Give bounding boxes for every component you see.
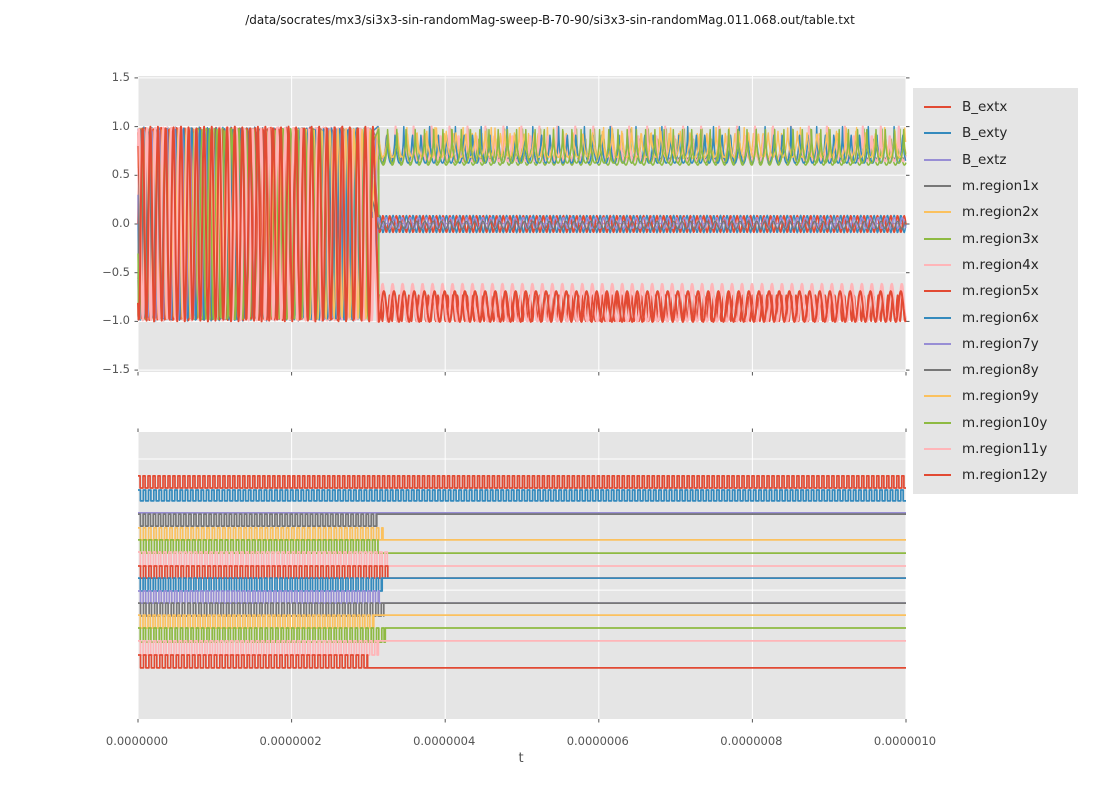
legend-item: B_extz xyxy=(913,147,1078,173)
x-axis-label: t xyxy=(518,751,524,766)
top-plot xyxy=(129,67,915,385)
ytick-label: −1.5 xyxy=(102,362,130,377)
legend-line-sample-icon xyxy=(924,421,951,424)
series-m.region10y xyxy=(137,127,907,321)
legend-line-sample-icon xyxy=(924,106,951,109)
legend-line-sample-icon xyxy=(924,395,951,398)
xtick-label: 0.0000008 xyxy=(720,734,783,748)
series-m.region12y xyxy=(137,125,907,323)
series-m.region2x xyxy=(138,527,906,541)
xtick-label: 0.0000004 xyxy=(413,734,476,748)
legend-item-label: m.region10y xyxy=(962,414,1048,431)
series-m.region1x xyxy=(138,513,906,527)
legend-item-label: m.region3x xyxy=(962,230,1039,247)
legend-item-label: B_extz xyxy=(962,151,1007,168)
ytick-label: 1.5 xyxy=(111,69,130,84)
legend-item-label: m.region4x xyxy=(962,256,1039,273)
legend-item: m.region2x xyxy=(913,199,1078,225)
bottom-plot-svg xyxy=(137,428,907,723)
series-m.region12y xyxy=(138,654,906,669)
series-m.region11y xyxy=(136,126,907,323)
xtick-label: 0.0000000 xyxy=(105,734,169,748)
legend-item: B_extx xyxy=(913,94,1078,120)
legend-item: m.region9y xyxy=(913,383,1078,409)
legend-item-label: m.region2x xyxy=(962,204,1039,221)
legend-line-sample-icon xyxy=(924,342,951,345)
series-m.region9y xyxy=(138,614,906,629)
legend-item: m.region11y xyxy=(913,436,1078,462)
series-m.region3x xyxy=(138,539,906,554)
legend-item: m.region12y xyxy=(913,462,1078,488)
xtick-label: 0.0000010 xyxy=(873,734,937,748)
legend-item: B_exty xyxy=(913,120,1078,146)
series-m.region7y xyxy=(138,590,906,604)
bottom-plot xyxy=(129,423,915,732)
legend-line-sample-icon xyxy=(924,185,951,188)
legend-item: m.region5x xyxy=(913,278,1078,304)
legend-item-label: m.region1x xyxy=(962,178,1039,195)
legend-item: m.region8y xyxy=(913,357,1078,383)
legend-item: m.region4x xyxy=(913,252,1078,278)
legend-item: m.region6x xyxy=(913,304,1078,330)
legend-item-label: m.region9y xyxy=(962,388,1039,405)
legend-item-label: m.region6x xyxy=(962,309,1039,326)
legend-line-sample-icon xyxy=(924,211,951,214)
legend-line-sample-icon xyxy=(924,237,951,240)
legend-item-label: m.region12y xyxy=(962,467,1048,484)
legend-line-sample-icon xyxy=(924,448,951,450)
xtick-label: 0.0000002 xyxy=(259,734,322,748)
legend-line-sample-icon xyxy=(924,316,951,319)
xtick-label: 0.0000006 xyxy=(566,734,629,748)
ytick-label: −1.0 xyxy=(102,313,130,328)
legend: B_extx B_exty B_extz m.region1x m.region2x m.… xyxy=(913,88,1078,495)
legend-line-sample-icon xyxy=(924,263,951,266)
legend-item-label: m.region8y xyxy=(962,362,1039,379)
legend-item-label: B_exty xyxy=(962,125,1008,142)
legend-item: m.region3x xyxy=(913,225,1078,251)
legend-line-sample-icon xyxy=(924,132,951,135)
legend-item-label: B_extx xyxy=(962,99,1008,116)
ytick-label: 0.5 xyxy=(111,167,130,182)
legend-line-sample-icon xyxy=(924,369,951,372)
legend-line-sample-icon xyxy=(924,290,951,293)
legend-item: m.region1x xyxy=(913,173,1078,199)
series-B_exty xyxy=(138,489,906,502)
tick-marks xyxy=(137,428,907,723)
legend-item-label: m.region11y xyxy=(962,441,1048,457)
legend-line-sample-icon xyxy=(924,158,951,161)
figure-title: /data/socrates/mx3/si3x3-sin-randomMag-s… xyxy=(245,13,855,27)
legend-item: m.region7y xyxy=(913,331,1078,357)
legend-item-label: m.region7y xyxy=(962,335,1039,352)
ytick-label: 1.0 xyxy=(111,118,130,133)
series-B_extx xyxy=(138,475,906,489)
top-plot-svg xyxy=(134,76,910,376)
legend-item-label: m.region5x xyxy=(962,283,1039,300)
ytick-label: −0.5 xyxy=(102,264,130,279)
legend-line-sample-icon xyxy=(924,474,951,477)
ytick-label: 0.0 xyxy=(111,216,130,230)
legend-item: m.region10y xyxy=(913,410,1078,436)
series-m.region6x xyxy=(138,577,906,592)
